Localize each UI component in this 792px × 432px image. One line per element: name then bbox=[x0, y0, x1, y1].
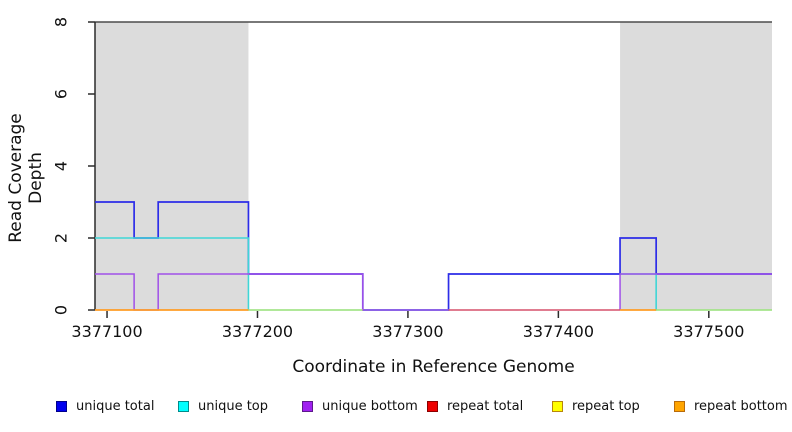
x-tick-label: 3377100 bbox=[71, 322, 142, 341]
legend-item-repeat-total: repeat total bbox=[427, 398, 523, 414]
legend-label: unique total bbox=[76, 398, 155, 414]
y-tick-label: 8 bbox=[52, 17, 71, 27]
y-tick-label: 2 bbox=[52, 233, 71, 243]
legend-label: unique bottom bbox=[322, 398, 418, 414]
unique-bottom-swatch-icon bbox=[302, 400, 313, 412]
series-line-unique-bottom bbox=[95, 273, 449, 311]
x-tick-label: 3377400 bbox=[523, 322, 594, 341]
y-tick-label: 6 bbox=[52, 89, 71, 99]
legend-label: repeat total bbox=[447, 398, 524, 414]
legend-item-repeat-top: repeat top bbox=[552, 398, 640, 414]
x-tick-label: 3377500 bbox=[673, 322, 744, 341]
y-axis-title: Read Coverage Depth bbox=[6, 113, 46, 243]
unique-total-swatch-icon bbox=[56, 400, 67, 412]
x-axis-title: Coordinate in Reference Genome bbox=[292, 357, 575, 377]
legend-label: repeat top bbox=[572, 398, 640, 414]
repeat-top-swatch-icon bbox=[552, 400, 563, 412]
unique-top-swatch-icon bbox=[178, 400, 189, 412]
shaded-region bbox=[620, 22, 772, 310]
series-line-unique-bottom bbox=[619, 273, 772, 310]
y-tick-label: 0 bbox=[52, 305, 71, 315]
legend-item-repeat-bottom: repeat bottom bbox=[674, 398, 788, 414]
legend-label: repeat bottom bbox=[694, 398, 788, 414]
x-tick-label: 3377200 bbox=[222, 322, 293, 341]
repeat-bottom-swatch-icon bbox=[674, 400, 685, 412]
y-tick-label: 4 bbox=[52, 161, 71, 171]
x-tick-label: 3377300 bbox=[372, 322, 443, 341]
legend: unique total unique top unique bottom re… bbox=[0, 398, 792, 418]
legend-label: unique top bbox=[198, 398, 269, 414]
legend-item-unique-bottom: unique bottom bbox=[302, 398, 418, 414]
repeat-total-swatch-icon bbox=[427, 400, 438, 412]
legend-item-unique-total: unique total bbox=[56, 398, 154, 414]
shaded-region bbox=[95, 22, 249, 310]
legend-item-unique-top: unique top bbox=[178, 398, 268, 414]
